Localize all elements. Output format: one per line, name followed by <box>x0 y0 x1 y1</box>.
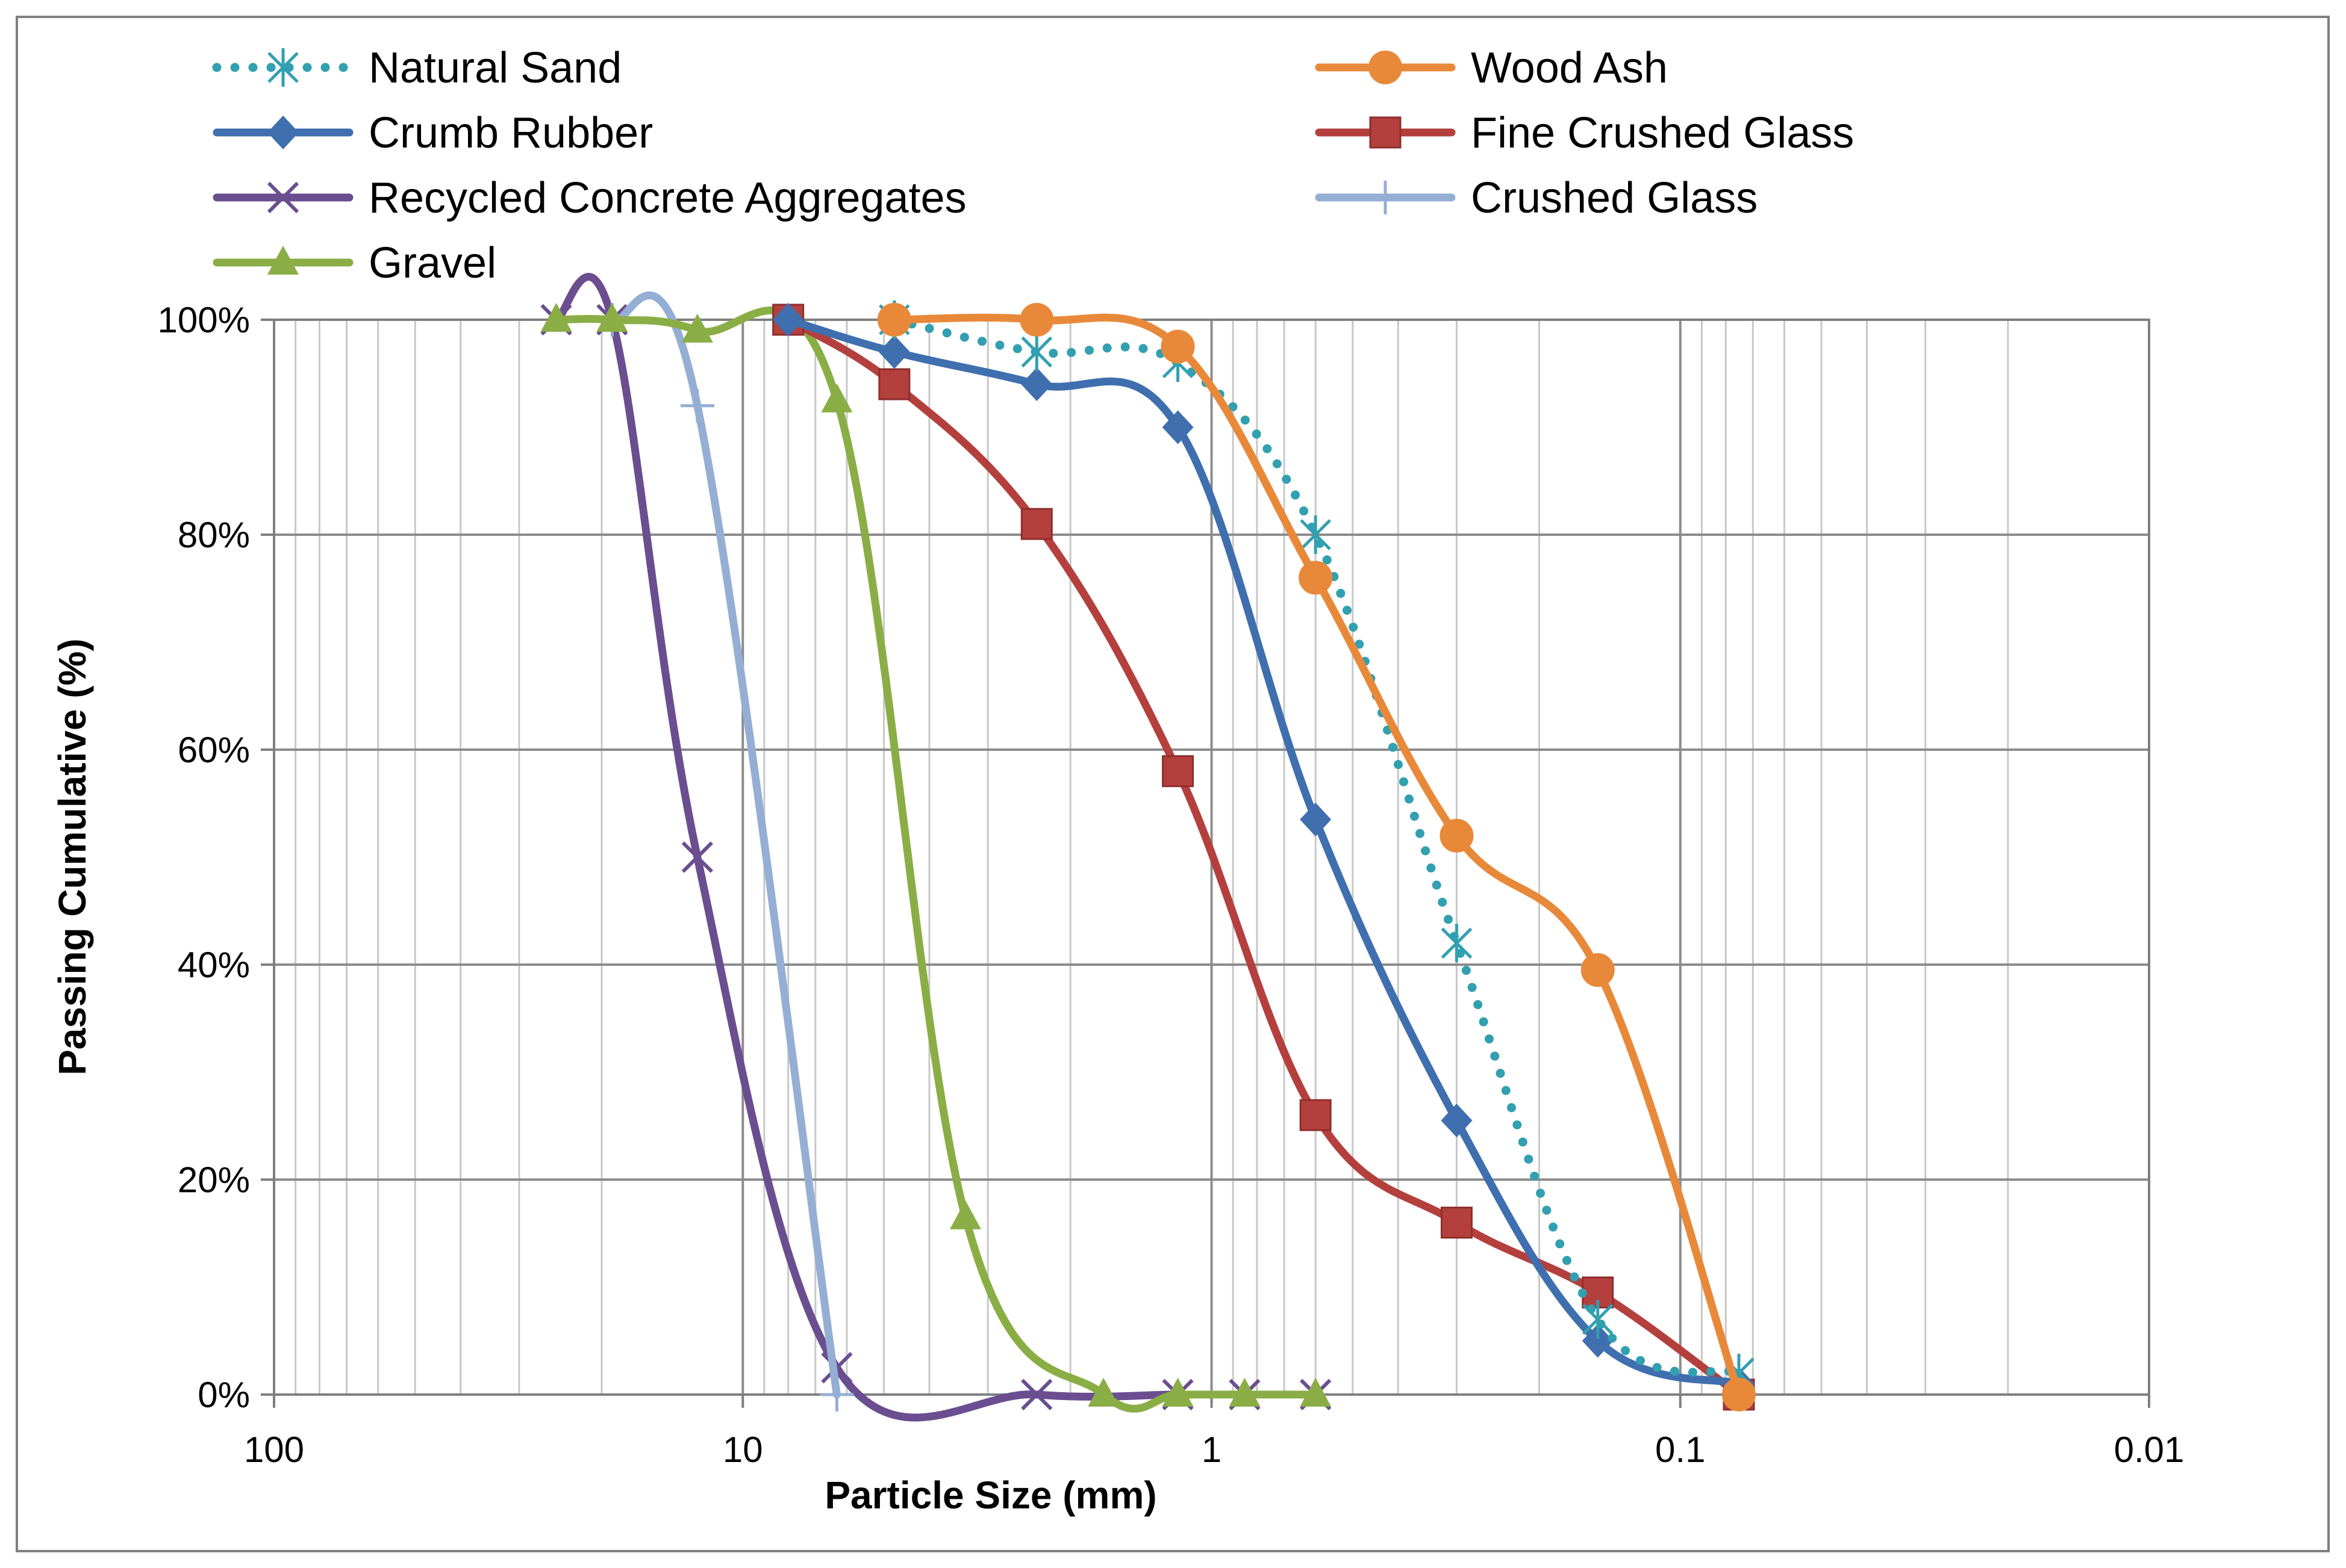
x-tick-label: 0.01 <box>2114 1430 2185 1470</box>
series-fine-crushed-glass <box>772 303 1755 1411</box>
data-point-gravel <box>1229 1378 1261 1407</box>
data-point-natural-sand <box>1021 332 1053 372</box>
y-tick-label: 20% <box>178 1160 250 1200</box>
data-point-gravel <box>949 1200 981 1230</box>
y-axis-title: Passing Cumulative (%) <box>51 638 94 1075</box>
y-tick-label: 40% <box>178 945 250 985</box>
data-point-fine-crushed-glass <box>1440 1206 1473 1239</box>
series-gravel <box>540 303 1332 1413</box>
data-point-crumb-rubber <box>1162 410 1194 444</box>
legend-label: Wood Ash <box>1471 44 1668 92</box>
legend-item-crumb-rubber: Crumb Rubber <box>213 109 653 157</box>
data-point-gravel <box>596 303 628 332</box>
axis-ticks: 100 10 1 0.1 0.01 0% 20% 40% 60% 80% 100% <box>158 300 2185 1470</box>
legend-item-gravel: Gravel <box>213 239 496 287</box>
data-point-crumb-rubber <box>1300 803 1332 837</box>
data-point-gravel <box>821 383 853 412</box>
data-point-fine-crushed-glass <box>1020 508 1053 540</box>
data-point-crumb-rubber <box>1441 1103 1473 1137</box>
data-point-natural-sand <box>1582 1300 1614 1339</box>
legend-swatch-marker <box>1368 51 1402 84</box>
data-point-wood-ash <box>1161 329 1195 364</box>
y-tick-label: 80% <box>178 515 250 555</box>
data-point-recycled-concrete-aggregates <box>681 841 713 873</box>
legend-label: Natural Sand <box>369 44 622 92</box>
x-tick-label: 0.1 <box>1655 1430 1705 1470</box>
legend-item-fine-crushed-glass: Fine Crushed Glass <box>1315 109 1854 157</box>
series-line-crumb-rubber <box>784 316 1743 1388</box>
data-point-crumb-rubber <box>1582 1324 1614 1358</box>
data-point-wood-ash <box>1020 303 1054 337</box>
series-wood-ash <box>877 303 1756 1411</box>
data-point-wood-ash <box>1299 561 1333 595</box>
data-point-fine-crushed-glass <box>1299 1099 1332 1131</box>
legend-swatch-marker <box>267 181 299 214</box>
legend-label: Recycled Concrete Aggregates <box>369 174 967 222</box>
x-axis-title: Particle Size (mm) <box>825 1473 1156 1517</box>
data-point-natural-sand <box>1441 924 1473 963</box>
legend-swatch-marker <box>1368 181 1402 214</box>
y-tick-label: 100% <box>158 300 250 340</box>
data-series <box>540 273 1756 1422</box>
series-line-fine-crushed-glass <box>784 316 1743 1399</box>
legend-label: Gravel <box>369 239 496 287</box>
legend-item-crushed-glass: Crushed Glass <box>1315 174 1758 222</box>
legend-swatch-marker <box>267 48 299 87</box>
data-point-gravel <box>1300 1378 1332 1407</box>
legend-swatch-marker <box>1369 116 1402 149</box>
x-tick-label: 100 <box>244 1430 304 1470</box>
data-point-crumb-rubber <box>772 303 804 337</box>
legend-label: Fine Crushed Glass <box>1471 109 1854 157</box>
legend-label: Crumb Rubber <box>369 109 653 157</box>
legend: Natural Sand Crumb Rubber Recycled Concret… <box>212 44 1854 287</box>
data-point-wood-ash <box>1440 818 1474 853</box>
x-tick-label: 1 <box>1202 1430 1221 1470</box>
y-tick-label: 0% <box>198 1375 250 1415</box>
data-point-gravel <box>1088 1378 1120 1407</box>
data-point-natural-sand <box>1300 515 1331 554</box>
data-point-wood-ash <box>877 303 911 337</box>
x-tick-label: 10 <box>723 1430 763 1470</box>
data-point-crushed-glass <box>820 1378 854 1411</box>
data-point-gravel <box>1162 1378 1194 1407</box>
data-point-wood-ash <box>1721 1378 1756 1411</box>
y-tick-label: 60% <box>178 730 250 770</box>
legend-label: Crushed Glass <box>1471 174 1758 222</box>
legend-swatch-marker <box>267 116 299 149</box>
data-point-wood-ash <box>1580 953 1615 987</box>
legend-item-natural-sand: Natural Sand <box>212 44 622 92</box>
data-point-recycled-concrete-aggregates <box>1021 1378 1053 1411</box>
legend-swatch-marker <box>267 246 299 275</box>
series-line-crushed-glass <box>608 291 841 1399</box>
data-point-gravel <box>681 313 713 343</box>
data-point-fine-crushed-glass <box>1582 1276 1614 1308</box>
series-line-wood-ash <box>890 313 1743 1399</box>
data-point-crumb-rubber <box>878 335 910 369</box>
data-point-fine-crushed-glass <box>878 368 911 400</box>
legend-item-recycled-concrete-aggregates: Recycled Concrete Aggregates <box>213 174 967 222</box>
series-line-natural-sand <box>890 315 1744 1378</box>
data-point-fine-crushed-glass <box>1162 755 1194 788</box>
data-point-crushed-glass <box>680 388 714 423</box>
data-point-crumb-rubber <box>1021 367 1053 402</box>
legend-item-wood-ash: Wood Ash <box>1315 44 1668 92</box>
data-point-gravel <box>540 303 572 332</box>
